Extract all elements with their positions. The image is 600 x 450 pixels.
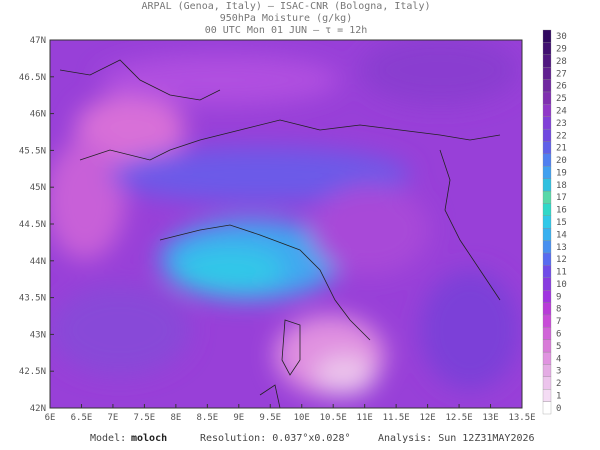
lon-label: 8E [170, 413, 181, 423]
colorbar-label: 15 [556, 218, 567, 228]
lat-label: 42.5N [19, 367, 46, 377]
colorbar-label: 13 [556, 243, 567, 253]
colorbar-label: 19 [556, 168, 567, 178]
colorbar-swatch [542, 314, 552, 328]
lat-label: 46.5N [19, 73, 46, 83]
colorbar-label: 6 [556, 329, 561, 339]
colorbar-label: 1 [556, 391, 561, 401]
lon-label: 10.5E [320, 413, 347, 423]
footer-analysis: Analysis: Sun 12Z31MAY2026 [378, 433, 535, 444]
colorbar-swatch [542, 54, 552, 68]
colorbar-swatch [542, 141, 552, 155]
colorbar-label: 0 [556, 404, 561, 414]
lat-label: 42N [30, 404, 46, 414]
lon-label: 6.5E [71, 413, 93, 423]
colorbar-swatch [542, 166, 552, 179]
lon-label: 9E [233, 413, 244, 423]
lat-label: 45.5N [19, 146, 46, 156]
colorbar-swatch [542, 79, 552, 93]
colorbar-swatch [542, 389, 552, 402]
lat-label: 44.5N [19, 220, 46, 230]
header-line: ARPAL (Genoa, Italy) – ISAC-CNR (Bologna… [142, 1, 431, 12]
colorbar-swatch [542, 190, 552, 204]
lat-label: 47N [30, 36, 46, 46]
lon-label: 7.5E [134, 413, 156, 423]
colorbar-label: 14 [556, 230, 567, 240]
colorbar-label: 3 [556, 367, 561, 377]
colorbar-label: 30 [556, 32, 567, 42]
lat-label: 44N [30, 257, 46, 267]
lon-label: 11E [357, 413, 373, 423]
lon-label: 7E [108, 413, 119, 423]
colorbar-label: 4 [556, 354, 561, 364]
colorbar-label: 2 [556, 379, 561, 389]
colorbar-swatch [542, 401, 552, 415]
colorbar-swatch [542, 265, 552, 278]
colorbar-label: 7 [556, 317, 561, 327]
lon-label: 12.5E [446, 413, 473, 423]
moisture-field [50, 40, 522, 408]
lon-label: 10E [294, 413, 310, 423]
colorbar-label: 24 [556, 107, 567, 117]
colorbar-label: 29 [556, 45, 567, 55]
colorbar-swatch [542, 302, 552, 316]
colorbar-swatch [542, 104, 552, 117]
colorbar-label: 22 [556, 131, 567, 141]
lon-label: 9.5E [259, 413, 281, 423]
colorbar-swatch [542, 351, 552, 365]
colorbar-label: 21 [556, 144, 567, 154]
colorbar-label: 25 [556, 94, 567, 104]
colorbar-swatch [542, 364, 552, 377]
footer-label: Model: [90, 433, 126, 444]
colorbar-swatch [542, 42, 552, 55]
colorbar-label: 20 [556, 156, 567, 166]
colorbar-label: 9 [556, 292, 561, 302]
colorbar-label: 23 [556, 119, 567, 129]
colorbar-label: 8 [556, 305, 561, 315]
colorbar-label: 18 [556, 181, 567, 191]
lon-label: 11.5E [383, 413, 410, 423]
colorbar-swatch [542, 128, 552, 142]
lon-label: 13.5E [508, 413, 535, 423]
lat-label: 45N [30, 183, 46, 193]
colorbar-label: 17 [556, 193, 567, 203]
colorbar-swatch [542, 67, 552, 80]
lat-label: 43N [30, 330, 46, 340]
colorbar-label: 16 [556, 206, 567, 216]
colorbar-swatch [542, 240, 552, 254]
lat-label: 43.5N [19, 294, 46, 304]
colorbar-swatch [542, 153, 552, 167]
colorbar-swatch [542, 289, 552, 303]
colorbar-swatch [542, 203, 552, 216]
colorbar-swatch [542, 252, 552, 266]
colorbar-swatch [542, 376, 552, 390]
colorbar-swatch [542, 91, 552, 105]
header-line: 00 UTC Mon 01 JUN – τ = 12h [205, 25, 368, 36]
colorbar-swatch [542, 215, 552, 229]
lon-label: 8.5E [196, 413, 218, 423]
lon-label: 6E [45, 413, 56, 423]
colorbar-label: 12 [556, 255, 567, 265]
colorbar-swatch [542, 178, 552, 192]
header-line: 950hPa Moisture (g/kg) [220, 13, 352, 24]
colorbar-label: 5 [556, 342, 561, 352]
colorbar-swatch [542, 228, 552, 241]
colorbar-label: 27 [556, 69, 567, 79]
colorbar-swatch [542, 29, 552, 43]
colorbar-swatch [542, 277, 552, 291]
colorbar-label: 10 [556, 280, 567, 290]
lat-label: 46N [30, 110, 46, 120]
footer-resolution: Resolution: 0.037°x0.028° [200, 433, 351, 444]
colorbar-swatch [542, 339, 552, 353]
colorbar-label: 11 [556, 268, 567, 278]
lon-label: 13E [482, 413, 498, 423]
colorbar-swatch [542, 116, 552, 130]
footer-model: moloch [131, 433, 167, 444]
colorbar-label: 28 [556, 57, 567, 67]
lon-label: 12E [419, 413, 435, 423]
colorbar-label: 26 [556, 82, 567, 92]
colorbar-swatch [542, 327, 552, 340]
